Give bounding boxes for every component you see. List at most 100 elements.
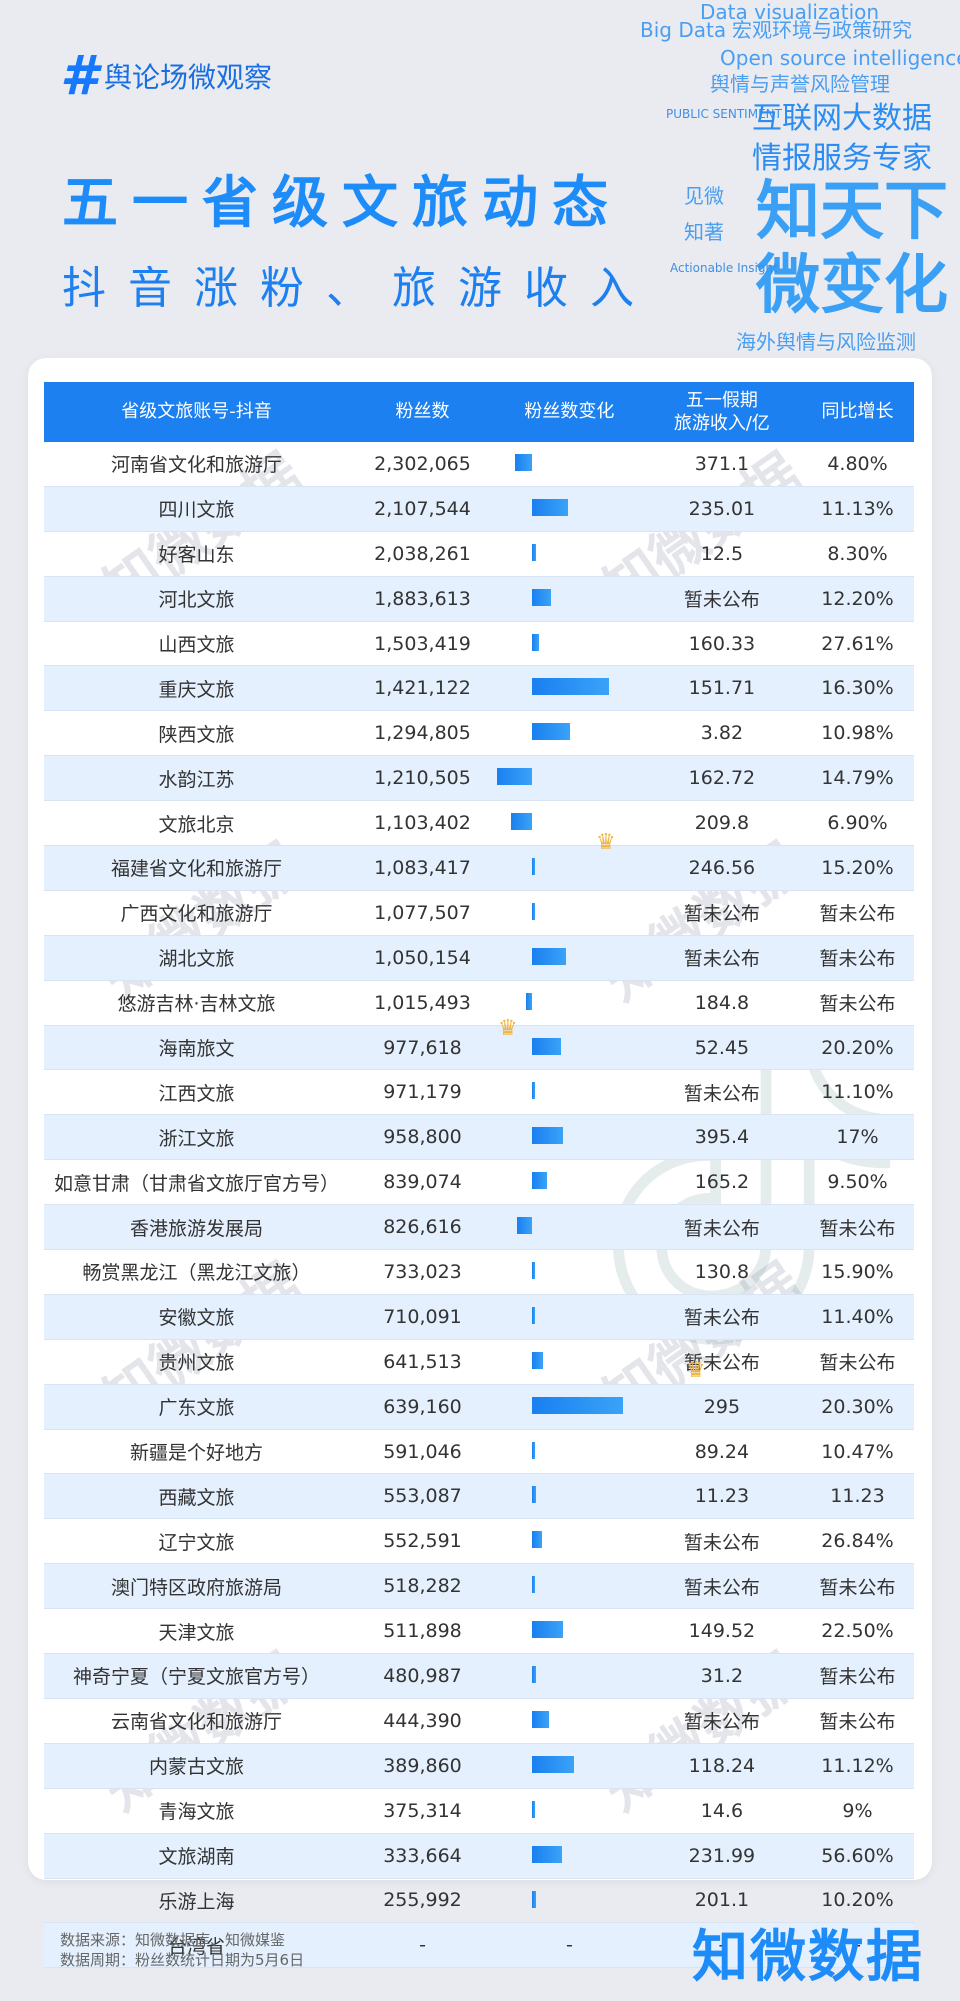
growth-cell: 10.98% [800,710,914,757]
fans-change-cell [495,1788,643,1834]
table-row: 安徽文旅 710,091 暂未公布 11.40% [44,1294,914,1340]
table-row: 河南省文化和旅游厅 2,302,065 371.1 4.80% [44,442,914,487]
fans-cell: 591,046 [349,1429,496,1475]
fans-change-bar [531,1800,535,1818]
income-cell: 295 [642,1384,801,1430]
column-header: 粉丝数 [349,382,496,442]
income-cell: 184.8 [642,980,801,1026]
cloud-word: 海外舆情与风险监测 [736,330,916,354]
account-name-cell: 文旅北京 [44,800,350,847]
account-name-cell: 青海文旅 [44,1788,350,1834]
income-cell: 209.8 [642,800,801,847]
fans-cell: 733,023 [349,1249,496,1295]
table-row: 文旅湖南 333,664 231.99 56.60% [44,1833,914,1879]
fans-change-bar [531,902,535,920]
fans-change-cell [495,1653,643,1699]
fans-change-bar [531,1845,562,1863]
column-header: 省级文旅账号-抖音 [44,382,350,442]
table-row: 乐游上海 255,992 201.1 10.20% [44,1878,914,1924]
income-cell: 3.82 [642,710,801,757]
account-name-cell: 陕西文旅 [44,710,350,757]
income-cell: 14.6 [642,1788,801,1834]
fans-change-bar [531,1306,535,1324]
fans-change-cell [495,1563,643,1610]
growth-cell: - [800,1922,914,1969]
word-cloud: Data visualization Big Data 宏观环境与政策研究 Op… [640,0,960,360]
table-row: 澳门特区政府旅游局 518,282 暂未公布 暂未公布 [44,1563,914,1610]
growth-cell: 暂未公布 [800,1204,914,1251]
column-header: 粉丝数变化 [495,382,643,442]
income-cell: - [642,1922,801,1969]
fans-change-bar [531,947,566,965]
table-row: 浙江文旅 958,800 395.4 17% [44,1114,914,1161]
fans-cell: 518,282 [349,1563,496,1610]
table-row: 河北文旅 1,883,613 暂未公布 12.20% [44,576,914,622]
growth-cell: 26.84% [800,1518,914,1565]
fans-change-bar [531,1710,550,1728]
fans-cell: 1,077,507 [349,890,496,936]
account-name-cell: 水韵江苏 [44,755,350,802]
fans-cell: 480,987 [349,1653,496,1699]
account-name-cell: 乐游上海 [44,1878,350,1924]
fans-change-cell [495,890,643,936]
account-name-cell: 悠游吉林·吉林文旅 [44,980,350,1026]
fans-cell: 1,503,419 [349,621,496,667]
account-name-cell: 福建省文化和旅游厅 [44,845,350,891]
table-row: 悠游吉林·吉林文旅 1,015,493 184.8 暂未公布 [44,980,914,1026]
growth-cell: 暂未公布 [800,1698,914,1744]
growth-cell: 11.10% [800,1069,914,1116]
fans-change-bar [531,1666,536,1684]
fans-change-cell [495,755,643,802]
fans-cell: 710,091 [349,1294,496,1340]
fans-change-bar [497,768,532,786]
fans-cell: 2,302,065 [349,442,496,487]
growth-cell: 4.80% [800,442,914,487]
fans-change-cell [495,1384,643,1430]
growth-cell: 17% [800,1114,914,1161]
cloud-word: 舆情与声誉风险管理 [710,72,890,96]
income-cell: 201.1 [642,1878,801,1924]
fans-cell: 839,074 [349,1159,496,1206]
fans-change-cell [495,1743,643,1789]
income-cell: 暂未公布 [642,935,801,981]
fans-cell: 826,616 [349,1204,496,1251]
income-cell: 暂未公布 [642,1698,801,1744]
growth-cell: 20.20% [800,1025,914,1071]
growth-cell: 16.30% [800,665,914,712]
fans-change-cell [495,800,643,847]
fans-change-bar [531,633,539,651]
crown-icon: ♛ [596,830,616,855]
fans-cell: 1,421,122 [349,665,496,712]
fans-change-cell [495,1429,643,1475]
growth-cell: 暂未公布 [800,1653,914,1699]
table-row: 辽宁文旅 552,591 暂未公布 26.84% [44,1518,914,1565]
fans-cell: 977,618 [349,1025,496,1071]
fans-cell: 1,083,417 [349,845,496,891]
income-cell: 暂未公布 [642,1294,801,1340]
growth-cell: 10.20% [800,1878,914,1924]
cloud-word: 知著 [684,220,724,244]
account-name-cell: 澳门特区政府旅游局 [44,1563,350,1610]
account-name-cell: 河南省文化和旅游厅 [44,442,350,487]
brand-logo: 知微数据 [692,1925,924,1990]
cloud-word: 知天下 [756,175,948,249]
income-cell: 395.4 [642,1114,801,1161]
fans-change-cell [495,442,643,487]
income-cell: 暂未公布 [642,1069,801,1116]
account-name-cell: 浙江文旅 [44,1114,350,1161]
fans-cell: 444,390 [349,1698,496,1744]
account-name-cell: 江西文旅 [44,1069,350,1116]
fans-cell: 389,860 [349,1743,496,1789]
income-cell: 235.01 [642,486,801,532]
cloud-word: 见微 [684,184,724,208]
fans-change-cell [495,1833,643,1879]
fans-change-bar [531,1621,563,1639]
fans-change-bar [531,498,569,516]
fans-change-bar [531,1037,561,1055]
income-cell: 12.5 [642,531,801,577]
table-row: 贵州文旅 641,513 暂未公布 暂未公布 [44,1339,914,1385]
account-name-cell: 广东文旅 [44,1384,350,1430]
table-row: 江西文旅 971,179 暂未公布 11.10% [44,1069,914,1116]
growth-cell: 暂未公布 [800,980,914,1026]
cloud-word: Open source intelligence [720,46,960,70]
